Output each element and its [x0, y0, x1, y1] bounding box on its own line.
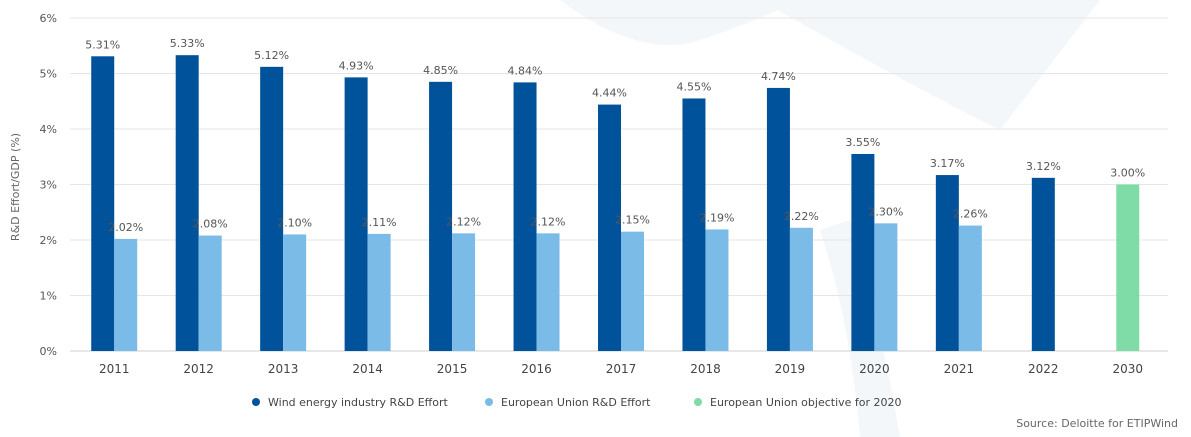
bar-eu: [367, 233, 391, 351]
x-tick-label: 2021: [944, 362, 975, 376]
data-label: 4.74%: [761, 70, 796, 83]
x-tick-label: 2019: [775, 362, 806, 376]
x-tick-label: 2018: [690, 362, 721, 376]
bar-eu: [958, 225, 982, 351]
x-tick-label: 2014: [352, 362, 383, 376]
data-label: 2.22%: [784, 210, 819, 223]
data-label: 4.84%: [508, 64, 543, 77]
y-tick-label: 4%: [40, 123, 57, 136]
bar-wind: [598, 104, 621, 351]
legend-label: Wind energy industry R&D Effort: [268, 396, 448, 409]
x-tick-label: 2017: [606, 362, 637, 376]
source-note: Source: Deloitte for ETIPWind: [1016, 417, 1178, 430]
legend: Wind energy industry R&D Effort European …: [252, 396, 902, 409]
x-tick-label: 2020: [859, 362, 890, 376]
bar-eu: [114, 238, 138, 351]
data-label: 5.33%: [170, 37, 205, 50]
data-label: 3.55%: [845, 136, 880, 149]
bar-eu: [536, 233, 560, 351]
bar-wind: [851, 153, 875, 351]
data-label: 4.93%: [339, 59, 374, 72]
bar-wind: [91, 56, 115, 352]
data-label: 5.12%: [254, 49, 289, 62]
bar-wind: [429, 81, 453, 351]
data-label: 2.11%: [362, 216, 397, 229]
y-tick-label: 1%: [40, 290, 57, 303]
data-label: 2.26%: [953, 208, 988, 221]
data-label: 2.02%: [108, 221, 143, 234]
bar-eu: [705, 229, 729, 351]
legend-marker: [694, 398, 702, 406]
x-tick-label: 2015: [437, 362, 468, 376]
data-label: 3.17%: [930, 157, 965, 170]
data-label: 4.55%: [676, 80, 711, 93]
x-tick-label: 2012: [183, 362, 214, 376]
y-tick-label: 3%: [40, 179, 57, 192]
data-label: 2.10%: [277, 216, 312, 229]
legend-label: European Union R&D Effort: [501, 396, 651, 409]
bar-wind: [513, 82, 537, 351]
data-label: 2.19%: [699, 211, 734, 224]
x-tick-label: 2030: [1112, 362, 1143, 376]
y-tick-label: 0%: [40, 345, 57, 358]
y-axis-ticks: 0% 1% 2% 3% 4% 5% 6%: [40, 12, 57, 358]
background-swoosh: [560, 0, 1100, 437]
bar-eu: [789, 227, 813, 351]
bar-wind: [260, 66, 284, 351]
data-label: 2.15%: [615, 214, 650, 227]
data-label: 3.12%: [1026, 160, 1061, 173]
data-label: 2.08%: [193, 218, 228, 231]
legend-label: European Union objective for 2020: [710, 396, 902, 409]
y-tick-label: 2%: [40, 234, 57, 247]
data-label: 2.30%: [868, 205, 903, 218]
x-tick-label: 2016: [521, 362, 552, 376]
bar-wind: [344, 77, 368, 351]
data-label: 3.00%: [1110, 167, 1145, 180]
gridlines: [70, 17, 1168, 352]
data-label: 5.31%: [85, 38, 120, 51]
bar-eu: [198, 235, 222, 351]
bar-wind: [935, 175, 959, 351]
y-tick-label: 6%: [40, 12, 57, 25]
legend-marker: [485, 398, 493, 406]
bar-eu: [621, 231, 644, 351]
bar-wind: [766, 87, 790, 352]
bar-wind: [175, 55, 199, 352]
bar-objective: [1116, 184, 1140, 351]
bar-eu: [283, 234, 307, 351]
y-axis-label: R&D Effort/GDP (%): [9, 133, 22, 241]
bar-wind: [1031, 177, 1055, 351]
x-tick-label: 2013: [268, 362, 299, 376]
legend-marker: [252, 398, 260, 406]
bar-wind: [682, 98, 706, 351]
data-label: 4.85%: [423, 64, 458, 77]
y-tick-label: 5%: [40, 68, 57, 81]
bars: 5.31% 2.02% 5.33% 2.08% 5.12% 2.10% 4.93% 2.11%…: [85, 37, 1145, 352]
data-label: 2.12%: [531, 215, 566, 228]
x-tick-label: 2011: [99, 362, 130, 376]
data-label: 2.12%: [446, 215, 481, 228]
bar-eu: [874, 223, 898, 351]
x-tick-label: 2022: [1028, 362, 1059, 376]
data-label: 4.44%: [592, 87, 627, 100]
x-axis-ticks: 2011 2012 2013 2014 2015 2016 2017 2018 2019 2020…: [99, 362, 1143, 376]
bar-eu: [452, 233, 476, 351]
